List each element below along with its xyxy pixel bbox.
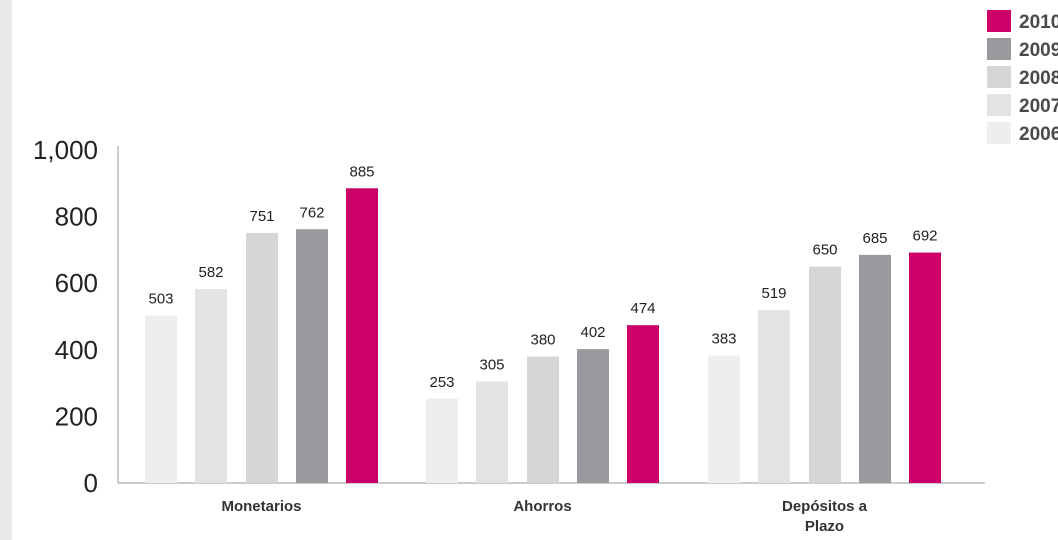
category-label: Ahorros xyxy=(513,498,571,515)
x-axis-labels: Monetarios Ahorros Depósitos a Plazo xyxy=(221,498,867,535)
category-label: Monetarios xyxy=(221,498,301,515)
bar-2010-3 xyxy=(909,252,941,483)
bar-2008-2 xyxy=(527,356,559,483)
y-tick-label: 600 xyxy=(55,268,98,298)
value-label: 751 xyxy=(249,208,274,225)
value-label: 503 xyxy=(148,291,173,308)
value-label: 380 xyxy=(530,331,555,348)
value-label: 305 xyxy=(479,356,504,373)
bar-2006-3 xyxy=(708,355,740,483)
bar-2009-3 xyxy=(859,254,891,483)
legend-label: 2008 xyxy=(1019,68,1058,89)
y-tick-label: 0 xyxy=(84,468,98,498)
bar-2006-1 xyxy=(145,315,177,483)
category-label: Plazo xyxy=(805,518,844,535)
value-label: 762 xyxy=(299,204,324,221)
bar-2008-1 xyxy=(246,232,278,483)
bar-2007-3 xyxy=(758,310,790,483)
value-label: 650 xyxy=(812,242,837,259)
bar-2007-2 xyxy=(476,381,508,483)
y-tick-label: 200 xyxy=(55,401,98,431)
legend: 2010 2009 2008 2007 2006 xyxy=(987,10,1058,145)
y-axis: 0 200 400 600 800 1,000 xyxy=(33,135,985,498)
left-margin-strip xyxy=(0,0,12,540)
bar-2007-1 xyxy=(195,289,227,483)
legend-label: 2009 xyxy=(1019,40,1058,61)
legend-label: 2010 xyxy=(1019,12,1058,33)
value-label: 383 xyxy=(711,330,736,347)
legend-swatch-2009 xyxy=(987,38,1011,60)
legend-label: 2006 xyxy=(1019,124,1058,145)
value-label: 885 xyxy=(349,163,374,180)
bar-2006-2 xyxy=(426,398,458,483)
legend-label: 2007 xyxy=(1019,96,1058,117)
y-tick-label: 1,000 xyxy=(33,135,98,165)
bars xyxy=(145,188,941,484)
category-label: Depósitos a xyxy=(782,498,868,515)
legend-swatch-2007 xyxy=(987,94,1011,116)
bar-2008-3 xyxy=(809,266,841,483)
value-label: 253 xyxy=(429,374,454,391)
value-labels: 503 582 751 762 885 253 305 380 402 474 383 519 650 6… xyxy=(148,163,937,390)
bar-2010-1 xyxy=(346,188,378,484)
legend-swatch-2006 xyxy=(987,122,1011,144)
value-label: 685 xyxy=(862,230,887,247)
bar-2010-2 xyxy=(627,325,659,483)
y-tick-label: 800 xyxy=(55,202,98,232)
value-label: 582 xyxy=(198,264,223,281)
value-label: 474 xyxy=(630,300,655,317)
y-tick-label: 400 xyxy=(55,335,98,365)
value-label: 692 xyxy=(912,228,937,245)
legend-swatch-2010 xyxy=(987,10,1011,32)
value-label: 402 xyxy=(580,324,605,341)
bar-2009-1 xyxy=(296,229,328,483)
bar-2009-2 xyxy=(577,349,609,483)
value-label: 519 xyxy=(761,285,786,302)
legend-swatch-2008 xyxy=(987,66,1011,88)
